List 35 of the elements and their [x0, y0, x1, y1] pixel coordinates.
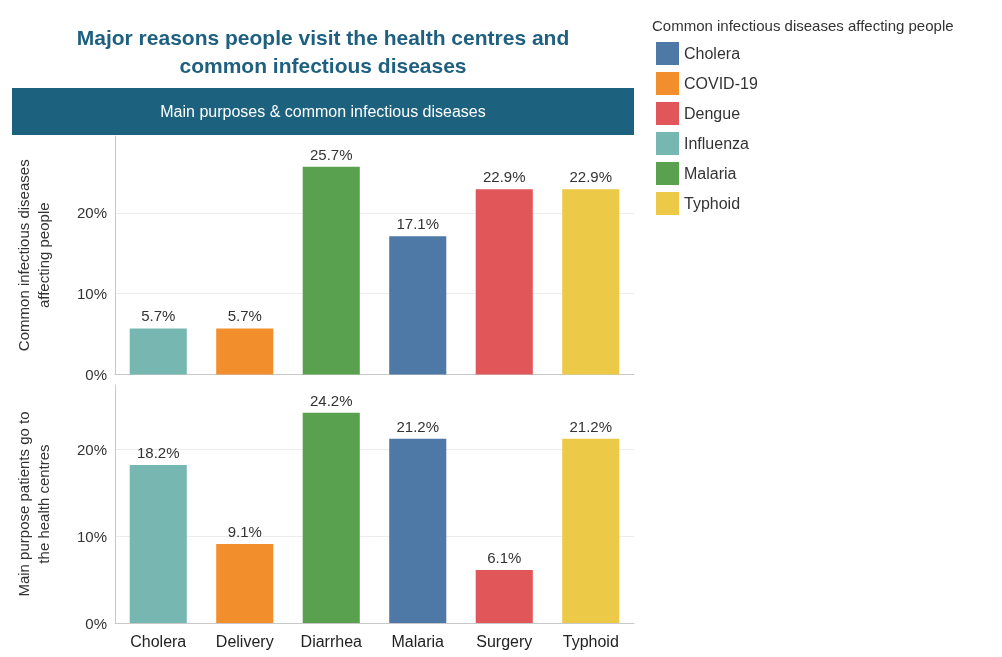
x-tick-label: Cholera — [130, 632, 187, 650]
chart-title: Major reasons people visit the health centres and common infectious diseases — [76, 25, 570, 77]
y-tick-label: 0% — [85, 366, 107, 383]
y-axis-title: Main purpose patients go to the health centres — [14, 411, 52, 597]
y-tick-label: 10% — [76, 285, 107, 303]
data-label: 18.2% — [136, 443, 180, 461]
data-label: 9.1% — [227, 522, 262, 540]
legend-label: Typhoid — [684, 195, 741, 212]
legend-label: Influenza — [684, 135, 750, 152]
y-tick-label: 0% — [85, 614, 107, 632]
legend-title: Common infectious diseases affecting people — [652, 17, 954, 34]
data-label: 21.2% — [396, 417, 440, 435]
data-label: 17.1% — [396, 215, 440, 233]
chart-subtitle: Main purposes & common infectious diseases — [160, 102, 486, 120]
legend-label: COVID-19 — [684, 75, 758, 92]
data-label: 6.1% — [487, 549, 522, 567]
data-label: 5.7% — [141, 307, 176, 325]
x-tick-label: Surgery — [476, 632, 533, 650]
x-tick-label: Delivery — [215, 632, 274, 650]
y-tick-label: 20% — [76, 204, 107, 222]
data-label: 22.9% — [569, 168, 613, 186]
data-label: 25.7% — [309, 145, 353, 163]
data-label: 22.9% — [482, 168, 526, 186]
data-label: 21.2% — [569, 417, 613, 435]
data-label: 24.2% — [309, 391, 353, 409]
legend-label: Malaria — [684, 165, 737, 182]
data-label: 5.7% — [227, 307, 262, 325]
x-tick-label: Typhoid — [562, 632, 619, 650]
legend-label: Cholera — [684, 45, 741, 62]
y-axis-title: Common infectious diseases affecting people — [14, 159, 52, 352]
legend-label: Dengue — [684, 105, 741, 122]
y-tick-label: 10% — [76, 527, 107, 545]
y-tick-label: 20% — [76, 440, 107, 458]
x-tick-label: Malaria — [391, 632, 445, 650]
x-tick-label: Diarrhea — [300, 632, 363, 650]
